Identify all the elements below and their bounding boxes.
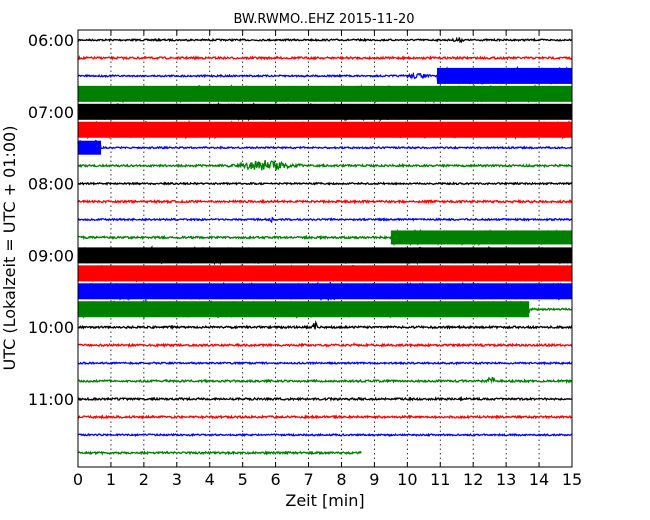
trace-line — [77, 101, 573, 122]
trace-line — [78, 376, 573, 385]
trace-11:00 — [77, 395, 573, 402]
trace-10:00 — [77, 320, 573, 331]
x-tick-label: 13 — [496, 470, 516, 489]
trace-line — [77, 361, 573, 366]
trace-line — [77, 395, 573, 402]
trace-event-band — [436, 67, 572, 84]
trace-line — [77, 159, 573, 171]
trace-line — [77, 216, 573, 224]
trace-11:30 — [77, 432, 573, 438]
plot-frame — [77, 29, 573, 468]
trace-09:45 — [77, 298, 573, 319]
x-tick-label: 5 — [238, 470, 248, 489]
y-tick-label: 07:00 — [28, 103, 74, 122]
trace-10:30 — [77, 361, 573, 366]
trace-line — [77, 245, 573, 266]
trace-line — [77, 342, 573, 349]
x-tick-label: 3 — [172, 470, 182, 489]
trace-line — [77, 181, 573, 186]
x-tick-label: 11 — [430, 470, 450, 489]
trace-08:30 — [77, 216, 573, 224]
trace-10:45 — [78, 376, 573, 385]
trace-line — [77, 139, 573, 156]
trace-line — [77, 298, 573, 319]
trace-line — [77, 320, 573, 331]
trace-08:00 — [77, 181, 573, 186]
x-tick-label: 7 — [303, 470, 313, 489]
x-tick-label: 14 — [529, 470, 549, 489]
trace-11:45 — [77, 450, 362, 456]
x-tick-label: 2 — [139, 470, 149, 489]
x-tick-label: 15 — [562, 470, 582, 489]
trace-06:00 — [77, 36, 573, 44]
trace-07:45 — [77, 159, 573, 171]
x-tick-label: 4 — [205, 470, 215, 489]
x-axis-ticks: 0 1 2 3 4 5 6 7 8 9 10 11 12 13 14 15 — [73, 30, 582, 489]
trace-line — [77, 36, 573, 44]
trace-line — [77, 432, 573, 438]
y-tick-label: 10:00 — [28, 318, 74, 337]
trace-08:15 — [77, 198, 573, 205]
y-axis-label: UTC (Lokalzeit = UTC + 01:00) — [0, 126, 19, 371]
trace-event-band — [390, 230, 572, 245]
y-tick-label: 11:00 — [28, 390, 74, 409]
y-tick-label: 06:00 — [28, 31, 74, 50]
trace-line — [77, 119, 573, 141]
trace-line — [77, 55, 573, 61]
chart-title: BW.RWMO..EHZ 2015-11-20 — [233, 12, 414, 27]
x-tick-label: 6 — [271, 470, 281, 489]
trace-08:45 — [77, 228, 573, 247]
trace-09:15 — [77, 263, 573, 283]
y-tick-label: 09:00 — [28, 246, 74, 265]
trace-09:30 — [77, 281, 573, 302]
trace-line — [77, 263, 573, 283]
trace-line — [77, 450, 362, 456]
y-axis-ticks: 06:00 07:00 08:00 09:00 10:00 11:00 — [28, 31, 572, 409]
x-tick-label: 8 — [336, 470, 346, 489]
trace-event-band — [78, 140, 102, 155]
trace-line — [77, 414, 572, 420]
trace-06:30 — [77, 65, 573, 86]
trace-line — [77, 83, 573, 105]
trace-line — [77, 281, 573, 302]
seismic-traces — [77, 36, 573, 456]
x-tick-label: 12 — [463, 470, 483, 489]
x-tick-label: 10 — [397, 470, 417, 489]
trace-06:45 — [77, 83, 573, 105]
trace-07:15 — [77, 119, 573, 141]
y-tick-label: 08:00 — [28, 175, 74, 194]
x-axis-label: Zeit [min] — [285, 491, 364, 510]
trace-line — [77, 198, 573, 205]
trace-07:30 — [77, 139, 573, 156]
trace-07:00 — [77, 101, 573, 122]
trace-11:15 — [77, 414, 572, 420]
trace-09:00 — [77, 245, 573, 266]
x-tick-label: 0 — [73, 470, 83, 489]
trace-10:15 — [77, 342, 573, 349]
x-tick-label: 9 — [369, 470, 379, 489]
trace-06:15 — [77, 55, 573, 61]
x-tick-label: 1 — [106, 470, 116, 489]
